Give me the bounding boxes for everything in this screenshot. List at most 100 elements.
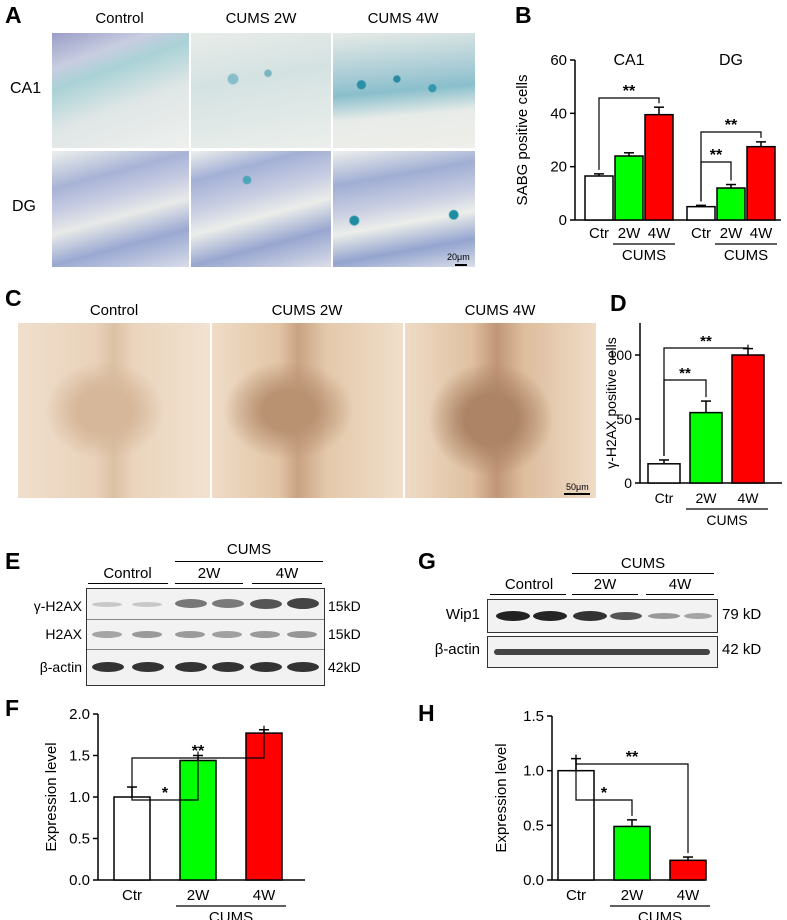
panel-label-f: F bbox=[5, 695, 20, 721]
panel-label-a: A bbox=[5, 2, 22, 28]
cums-group-label-0: CUMS bbox=[622, 247, 666, 264]
x-tick-label-1: 2W bbox=[696, 490, 718, 506]
panel-label-c: C bbox=[5, 285, 22, 311]
x-tick-label-0-2: 4W bbox=[648, 225, 671, 242]
y-tick-label-3: 1.5 bbox=[523, 708, 544, 725]
chart-f: 0.0 0.5 1.0 1.5 2.0 Expression level Ctr 2W 4WCU… bbox=[43, 706, 305, 920]
x-tick-label-0: Ctr bbox=[566, 887, 586, 904]
y-axis-label: γ-H2AX positive cells bbox=[603, 337, 619, 469]
significance-label-0: ** bbox=[679, 365, 691, 382]
group-label-ca1: CA1 bbox=[613, 52, 644, 69]
y-tick-label-3: 1.5 bbox=[69, 748, 90, 765]
cums-group-label: CUMS bbox=[706, 512, 747, 528]
bar-4w bbox=[731, 354, 765, 484]
significance-bracket-1 bbox=[663, 344, 749, 456]
bar-dg-4w bbox=[746, 145, 776, 221]
significance-label-0: * bbox=[601, 785, 608, 802]
significance-label-1: ** bbox=[710, 147, 723, 164]
x-tick-label-1: 2W bbox=[621, 887, 644, 904]
x-tick-label-1-2: 4W bbox=[750, 225, 773, 242]
g-header-2w-line bbox=[572, 594, 638, 595]
bar-ca1-4w bbox=[644, 113, 674, 221]
significance-bracket-0 bbox=[131, 751, 199, 801]
cums-group-label: CUMS bbox=[209, 909, 253, 920]
a-row-ca1: CA1 bbox=[10, 80, 42, 97]
significance-label-0: * bbox=[162, 785, 169, 802]
e-header-control-line bbox=[88, 583, 168, 584]
g-header-4w: 4W bbox=[668, 576, 692, 593]
g-row-beta-actin: β-actin bbox=[434, 641, 480, 658]
bar-2w bbox=[689, 411, 723, 484]
a-image-dg-cums4w bbox=[333, 151, 475, 267]
bar-ca1-2w bbox=[614, 155, 644, 221]
bar-ca1-ctr bbox=[584, 175, 614, 221]
y-axis-label: Expression level bbox=[493, 743, 510, 852]
c-image-cums2w bbox=[212, 323, 403, 498]
y-axis-label: Expression level bbox=[43, 742, 60, 851]
significance-label-1: ** bbox=[192, 743, 205, 760]
significance-bracket-2 bbox=[700, 131, 762, 202]
significance-label-2: ** bbox=[725, 117, 738, 134]
c-col-cums2w: CUMS 2W bbox=[271, 302, 343, 319]
a-image-dg-cums2w bbox=[191, 151, 331, 267]
chart-b: 0 20 40 60 SABG positive cells Ctr 2W 4W CA1 CUMS… bbox=[514, 52, 781, 264]
x-tick-label-1: 2W bbox=[187, 887, 210, 904]
g-blot-beta-actin bbox=[487, 636, 718, 668]
g-blot-wip1 bbox=[487, 599, 718, 633]
g-kd-wip1: 79 kD bbox=[722, 606, 762, 623]
y-tick-label-0: 0 bbox=[624, 475, 632, 491]
e-header-2w-line bbox=[175, 583, 243, 584]
c-col-control: Control bbox=[89, 302, 139, 319]
panel-label-g: G bbox=[418, 548, 436, 574]
bar-dg-ctr bbox=[686, 205, 716, 221]
cums-group-label: CUMS bbox=[638, 909, 682, 920]
bar-2w bbox=[613, 825, 651, 881]
x-tick-label-1-0: Ctr bbox=[691, 225, 711, 242]
e-header-control: Control bbox=[103, 565, 152, 582]
significance-label-1: ** bbox=[700, 333, 712, 350]
panel-label-b: B bbox=[515, 2, 532, 28]
g-header-2w: 2W bbox=[593, 576, 617, 593]
a-scale-bar bbox=[455, 264, 467, 266]
bar-dg-2w bbox=[716, 187, 746, 221]
g-header-control-line bbox=[490, 594, 566, 595]
e-row-h2ax: H2AX bbox=[45, 626, 82, 642]
a-image-ca1-cums2w bbox=[191, 33, 331, 148]
c-image-cums4w bbox=[405, 323, 596, 498]
g-header-cums: CUMS bbox=[620, 555, 666, 572]
e-row-gamma-h2ax: γ-H2AX bbox=[33, 598, 82, 614]
a-scale-label: 20μm bbox=[447, 252, 470, 262]
y-tick-label-0: 0.0 bbox=[69, 872, 90, 889]
a-col-control: Control bbox=[95, 10, 144, 27]
c-scale-label: 50μm bbox=[566, 482, 589, 492]
significance-label-0: ** bbox=[623, 83, 636, 100]
c-scale-bar bbox=[564, 493, 590, 495]
y-tick-label-1: 0.5 bbox=[523, 817, 544, 834]
x-tick-label-0: Ctr bbox=[122, 887, 142, 904]
a-col-cums4w: CUMS 4W bbox=[367, 10, 439, 27]
y-axis-label: SABG positive cells bbox=[514, 75, 531, 206]
x-tick-label-2: 4W bbox=[677, 887, 700, 904]
x-tick-label-1-1: 2W bbox=[720, 225, 743, 242]
y-tick-label-4: 2.0 bbox=[69, 706, 90, 723]
x-tick-label-0-0: Ctr bbox=[589, 225, 609, 242]
e-kd-gamma-h2ax: 15kD bbox=[328, 598, 361, 614]
y-tick-label-0: 0.0 bbox=[523, 872, 544, 889]
panel-label-d: D bbox=[610, 290, 627, 316]
y-tick-label-1: 20 bbox=[550, 159, 567, 176]
significance-bracket-0 bbox=[575, 754, 633, 816]
bar-4w bbox=[669, 859, 707, 881]
significance-bracket-0 bbox=[598, 97, 660, 170]
g-row-wip1: Wip1 bbox=[445, 606, 480, 623]
significance-bracket-1 bbox=[575, 754, 689, 854]
a-col-cums2w: CUMS 2W bbox=[225, 10, 297, 27]
c-image-control bbox=[18, 323, 210, 498]
y-tick-label-1: 50 bbox=[616, 411, 632, 427]
bar-ctr bbox=[113, 796, 151, 881]
chart-h: 0.0 0.5 1.0 1.5 Expression level Ctr 2W 4W CUMS *… bbox=[493, 708, 710, 920]
x-tick-label-2: 4W bbox=[253, 887, 276, 904]
cums-group-label-1: CUMS bbox=[724, 247, 768, 264]
e-kd-beta-actin: 42kD bbox=[328, 659, 361, 675]
